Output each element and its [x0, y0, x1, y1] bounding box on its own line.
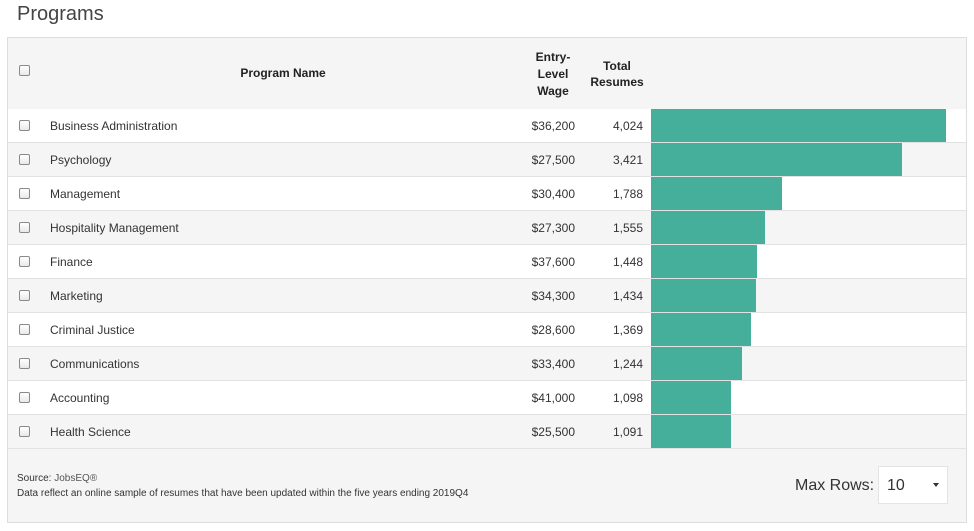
- caret-down-icon: [933, 483, 939, 487]
- total-resumes: 1,244: [612, 357, 643, 371]
- total-resumes: 1,091: [612, 425, 643, 439]
- row-checkbox[interactable]: [19, 324, 30, 335]
- total-resumes: 1,434: [612, 289, 643, 303]
- programs-table-panel: Program Name Entry- Level Wage Total Res…: [7, 37, 967, 523]
- max-rows-label: Max Rows:: [795, 477, 875, 494]
- total-resumes: 1,555: [612, 221, 643, 235]
- program-name: Communications: [50, 357, 140, 371]
- header-resumes-line: Total: [603, 59, 631, 73]
- resumes-bar: [651, 109, 946, 142]
- entry-level-wage: $36,200: [531, 119, 575, 133]
- table-row[interactable]: Criminal Justice $28,600 1,369: [8, 313, 966, 347]
- row-checkbox[interactable]: [19, 188, 30, 199]
- program-name: Criminal Justice: [50, 323, 135, 337]
- table-row[interactable]: Management $30,400 1,788: [8, 177, 966, 211]
- entry-level-wage: $30,400: [531, 187, 575, 201]
- table-row[interactable]: Communications $33,400 1,244: [8, 347, 966, 381]
- table-body: Business Administration $36,200 4,024 Psych…: [8, 109, 966, 449]
- source-link[interactable]: JobsEQ®: [54, 473, 98, 484]
- program-name: Hospitality Management: [50, 221, 179, 235]
- resumes-bar: [651, 415, 731, 448]
- total-resumes: 4,024: [612, 119, 643, 133]
- max-rows-select[interactable]: 10: [878, 466, 948, 504]
- resumes-bar: [651, 245, 757, 278]
- header-total-resumes[interactable]: Total Resumes: [586, 58, 648, 90]
- row-checkbox[interactable]: [19, 120, 30, 131]
- resumes-bar: [651, 381, 731, 414]
- total-resumes: 3,421: [612, 153, 643, 167]
- entry-level-wage: $28,600: [531, 323, 575, 337]
- header-wage-line: Wage: [537, 84, 569, 98]
- table-row[interactable]: Accounting $41,000 1,098: [8, 381, 966, 415]
- table-row[interactable]: Psychology $27,500 3,421: [8, 143, 966, 177]
- source-note: Source: JobsEQ® Data reflect an online s…: [17, 471, 468, 501]
- table-row[interactable]: Marketing $34,300 1,434: [8, 279, 966, 313]
- row-checkbox[interactable]: [19, 426, 30, 437]
- program-name: Psychology: [50, 153, 112, 167]
- source-label: Source:: [17, 473, 52, 484]
- header-wage-line: Entry-: [535, 50, 571, 64]
- resumes-bar: [651, 279, 756, 312]
- row-checkbox[interactable]: [19, 358, 30, 369]
- entry-level-wage: $34,300: [531, 289, 575, 303]
- table-row[interactable]: Hospitality Management $27,300 1,555: [8, 211, 966, 245]
- data-note: Data reflect an online sample of resumes…: [17, 488, 469, 499]
- entry-level-wage: $27,500: [531, 153, 575, 167]
- program-name: Health Science: [50, 425, 131, 439]
- select-all-checkbox[interactable]: [19, 65, 30, 76]
- table-row[interactable]: Finance $37,600 1,448: [8, 245, 966, 279]
- max-rows-value: 10: [887, 477, 905, 494]
- total-resumes: 1,448: [612, 255, 643, 269]
- table-header: Program Name Entry- Level Wage Total Res…: [8, 38, 966, 110]
- program-name: Accounting: [50, 391, 110, 405]
- resumes-bar: [651, 143, 902, 176]
- resumes-bar: [651, 347, 742, 380]
- resumes-bar: [651, 211, 765, 244]
- header-wage-line: Level: [537, 67, 569, 81]
- row-checkbox[interactable]: [19, 392, 30, 403]
- resumes-bar: [651, 313, 751, 346]
- program-name: Finance: [50, 255, 93, 269]
- total-resumes: 1,098: [612, 391, 643, 405]
- row-checkbox[interactable]: [19, 222, 30, 233]
- resumes-bar: [651, 177, 782, 210]
- header-entry-level-wage[interactable]: Entry- Level Wage: [523, 49, 583, 100]
- entry-level-wage: $37,600: [531, 255, 575, 269]
- entry-level-wage: $33,400: [531, 357, 575, 371]
- table-row[interactable]: Business Administration $36,200 4,024: [8, 109, 966, 143]
- entry-level-wage: $41,000: [531, 391, 575, 405]
- program-name: Business Administration: [50, 119, 178, 133]
- header-program-name[interactable]: Program Name: [240, 66, 326, 80]
- table-row[interactable]: Health Science $25,500 1,091: [8, 415, 966, 449]
- program-name: Management: [50, 187, 121, 201]
- row-checkbox[interactable]: [19, 256, 30, 267]
- row-checkbox[interactable]: [19, 290, 30, 301]
- total-resumes: 1,369: [612, 323, 643, 337]
- header-resumes-line: Resumes: [590, 75, 644, 89]
- entry-level-wage: $25,500: [531, 425, 575, 439]
- entry-level-wage: $27,300: [531, 221, 575, 235]
- total-resumes: 1,788: [612, 187, 643, 201]
- row-checkbox[interactable]: [19, 154, 30, 165]
- program-name: Marketing: [50, 289, 103, 303]
- page-title: Programs: [17, 3, 104, 25]
